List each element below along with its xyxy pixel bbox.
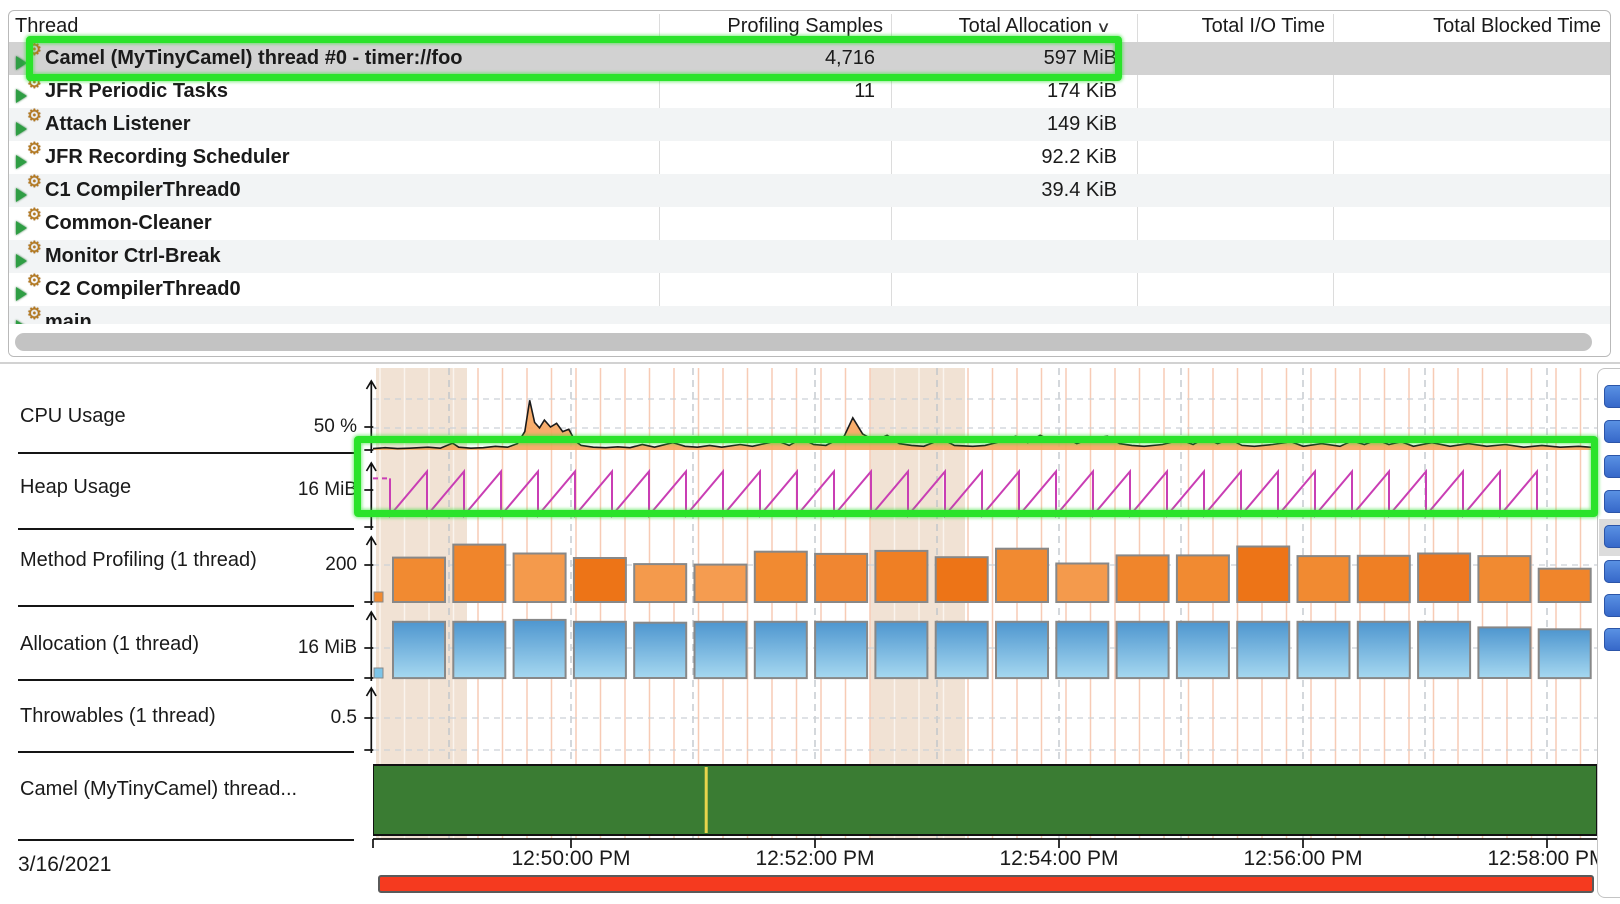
cell-allocation: 174 KiB <box>891 75 1117 108</box>
cell-allocation: 92.2 KiB <box>891 141 1117 174</box>
cell-blocked_time <box>1333 306 1593 324</box>
cell-samples <box>659 306 875 324</box>
cell-io_time <box>1137 207 1317 240</box>
thread-row-selected[interactable]: ⚙Camel (MyTinyCamel) thread #0 - timer:/… <box>9 42 1610 75</box>
thread-row[interactable]: ⚙main <box>9 306 1610 324</box>
time-tick-1252: 12:52:00 PM <box>745 846 885 872</box>
cell-io_time <box>1137 273 1317 306</box>
cell-samples: 4,716 <box>659 42 875 75</box>
thread-table: Thread Profiling Samples Total Allocatio… <box>8 10 1611 357</box>
thread-row[interactable]: ⚙Common-Cleaner <box>9 207 1610 240</box>
cell-samples: 11 <box>659 75 875 108</box>
cell-blocked_time <box>1333 174 1593 207</box>
cell-allocation <box>891 207 1117 240</box>
lane-label-camel-thread: Camel (MyTinyCamel) thread... <box>20 776 352 802</box>
cell-name: Common-Cleaner <box>9 207 645 240</box>
thread-row[interactable]: ⚙C2 CompilerThread0 <box>9 273 1610 306</box>
cell-samples <box>659 207 875 240</box>
lane-divider <box>18 751 354 753</box>
cell-blocked_time <box>1333 240 1593 273</box>
column-header-total-allocation[interactable]: Total Allocation∨ <box>891 11 1109 42</box>
sort-desc-icon: ∨ <box>1096 12 1111 43</box>
chart-tool-button-3[interactable] <box>1604 455 1620 478</box>
thread-row[interactable]: ⚙C1 CompilerThread039.4 KiB <box>9 174 1610 207</box>
tick-label-heap: 16 MiB <box>237 477 357 503</box>
cell-allocation <box>891 273 1117 306</box>
timeline-range-scrollbar[interactable] <box>378 875 1594 893</box>
tick-label-throw: 0.5 <box>237 705 357 731</box>
tick-label-alloc: 16 MiB <box>237 635 357 661</box>
cell-blocked_time <box>1333 42 1593 75</box>
lane-divider <box>18 679 354 681</box>
cell-name: JFR Periodic Tasks <box>9 75 645 108</box>
cell-allocation: 39.4 KiB <box>891 174 1117 207</box>
date-label: 3/16/2021 <box>18 853 111 877</box>
horizontal-scrollbar[interactable] <box>9 324 1610 357</box>
thread-table-body: ⚙Camel (MyTinyCamel) thread #0 - timer:/… <box>9 42 1610 324</box>
chart-tool-button-6[interactable] <box>1604 560 1620 583</box>
thread-row[interactable]: ⚙Monitor Ctrl-Break <box>9 240 1610 273</box>
time-tick-1254: 12:54:00 PM <box>989 846 1129 872</box>
cell-name: Monitor Ctrl-Break <box>9 240 645 273</box>
column-header-profiling-samples[interactable]: Profiling Samples <box>659 11 883 42</box>
chart-tool-button-7[interactable] <box>1604 594 1620 617</box>
chart-tool-button-1[interactable] <box>1604 385 1620 408</box>
cell-blocked_time <box>1333 273 1593 306</box>
cell-samples <box>659 240 875 273</box>
cell-samples <box>659 108 875 141</box>
cell-io_time <box>1137 141 1317 174</box>
cell-blocked_time <box>1333 75 1593 108</box>
thread-row[interactable]: ⚙JFR Periodic Tasks11174 KiB <box>9 75 1610 108</box>
chart-toolbar <box>1597 368 1620 898</box>
lane-divider <box>18 839 354 841</box>
cell-io_time <box>1137 174 1317 207</box>
cell-blocked_time <box>1333 141 1593 174</box>
time-tick-1258: 12:58:00 PM <box>1477 846 1617 872</box>
cell-name: Attach Listener <box>9 108 645 141</box>
cell-blocked_time <box>1333 108 1593 141</box>
column-header-thread[interactable]: Thread <box>15 11 78 42</box>
cell-name: main <box>9 306 645 324</box>
lane-divider <box>18 452 354 454</box>
tick-label-cpu: 50 % <box>237 414 357 440</box>
time-tick-1256: 12:56:00 PM <box>1233 846 1373 872</box>
cell-io_time <box>1137 108 1317 141</box>
cell-name: C1 CompilerThread0 <box>9 174 645 207</box>
tick-label-method: 200 <box>237 552 357 578</box>
thread-row[interactable]: ⚙JFR Recording Scheduler92.2 KiB <box>9 141 1610 174</box>
column-header-total-blocked-time[interactable]: Total Blocked Time <box>1333 11 1601 42</box>
cell-name: JFR Recording Scheduler <box>9 141 645 174</box>
cell-io_time <box>1137 240 1317 273</box>
cell-allocation <box>891 306 1117 324</box>
cell-allocation <box>891 240 1117 273</box>
cell-allocation: 149 KiB <box>891 108 1117 141</box>
lane-divider <box>18 605 354 607</box>
cell-name: C2 CompilerThread0 <box>9 273 645 306</box>
thread-row[interactable]: ⚙Attach Listener149 KiB <box>9 108 1610 141</box>
cell-samples <box>659 174 875 207</box>
cell-name: Camel (MyTinyCamel) thread #0 - timer://… <box>9 42 645 75</box>
cell-blocked_time <box>1333 207 1593 240</box>
horizontal-scrollbar-thumb[interactable] <box>15 333 1592 351</box>
time-tick-1250: 12:50:00 PM <box>501 846 641 872</box>
chart-tool-button-5[interactable] <box>1604 525 1620 548</box>
cell-io_time <box>1137 306 1317 324</box>
column-header-total-io-time[interactable]: Total I/O Time <box>1137 11 1325 42</box>
cell-samples <box>659 273 875 306</box>
chart-tool-button-2[interactable] <box>1604 420 1620 443</box>
chart-tool-button-8[interactable] <box>1604 628 1620 651</box>
cell-samples <box>659 141 875 174</box>
cell-io_time <box>1137 75 1317 108</box>
cell-allocation: 597 MiB <box>891 42 1117 75</box>
lane-divider <box>18 528 354 530</box>
chart-tool-button-4[interactable] <box>1604 490 1620 513</box>
cell-io_time <box>1137 42 1317 75</box>
